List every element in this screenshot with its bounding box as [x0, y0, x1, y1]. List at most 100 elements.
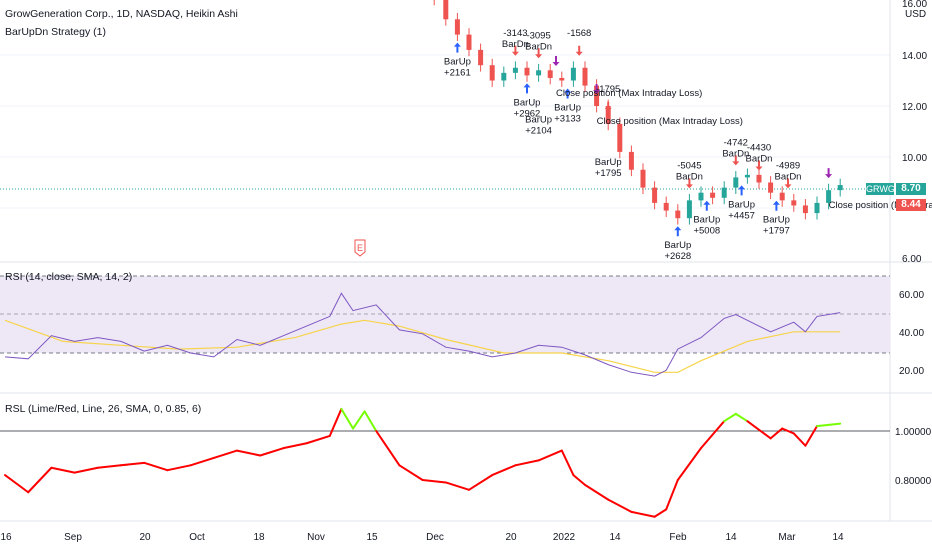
- annotation-label: BarUp: [525, 114, 552, 125]
- annotation-label: -3095: [526, 30, 550, 41]
- annotation-label: -5045: [677, 160, 701, 171]
- time-axis-label: Mar: [778, 532, 796, 543]
- annotation-label: BarUp: [554, 103, 581, 114]
- exit-arrow: [552, 55, 560, 66]
- rsl-segment: [363, 410, 378, 432]
- rsl-segment: [328, 407, 343, 437]
- rsl-segment: [792, 432, 807, 447]
- candle-body: [512, 67, 518, 73]
- entry-arrow: [772, 200, 780, 211]
- annotation-label: +3133: [554, 114, 581, 125]
- time-axis-label: 20: [505, 532, 517, 543]
- candle-body: [652, 187, 658, 203]
- exit-arrow: [535, 48, 543, 59]
- annotation-label: +4457: [728, 210, 755, 221]
- exit-arrow: [732, 155, 740, 166]
- rsl-segment: [444, 481, 470, 491]
- rsl-segment: [375, 430, 401, 467]
- time-axis-label: 14: [725, 532, 737, 543]
- annotation-label: -1795: [596, 84, 620, 95]
- annotation-label: BarDn: [775, 171, 802, 182]
- rsi-tick: 60.00: [899, 290, 924, 301]
- rsl-segment: [352, 410, 366, 430]
- rsl-legend[interactable]: RSL (Lime/Red, Line, 26, SMA, 0, 0.85, 6…: [5, 403, 202, 415]
- candle-body: [663, 202, 669, 211]
- candle-body: [443, 0, 449, 20]
- rsl-segment: [340, 407, 354, 430]
- entry-arrow: [674, 226, 682, 237]
- annotation-label: -4430: [747, 143, 771, 154]
- price-tick: 16.00: [902, 0, 927, 10]
- exit-arrow: [825, 168, 833, 179]
- annotation-label: +2161: [444, 68, 471, 79]
- price-tick: 6.00: [902, 254, 922, 265]
- strategy-legend[interactable]: BarUpDn Strategy (1): [5, 26, 106, 38]
- rsl-segment: [50, 466, 76, 474]
- rsl-segment: [734, 412, 749, 423]
- ticker-tag: GRWG: [866, 183, 895, 195]
- rsl-segment: [259, 447, 285, 457]
- earnings-marker[interactable]: E: [354, 239, 366, 257]
- rsl-segment: [27, 466, 53, 494]
- candlestick-series: [433, 0, 843, 225]
- exit-arrow: [593, 84, 601, 94]
- rsl-tick: 0.80000: [895, 476, 932, 487]
- rsl-segment: [96, 464, 122, 469]
- annotation-label: BarDn: [525, 41, 552, 52]
- exit-arrow: [511, 45, 519, 56]
- annotation-label: +1795: [595, 168, 622, 179]
- secondary-price-tag: 8.44: [896, 199, 926, 211]
- rsl-segment: [236, 449, 262, 457]
- candle-body: [570, 67, 576, 81]
- rsl-segment: [4, 474, 30, 494]
- rsl-segment: [676, 447, 702, 481]
- entry-arrow: [523, 83, 531, 94]
- symbol-legend[interactable]: GrowGeneration Corp., 1D, NASDAQ, Heikin…: [5, 8, 238, 20]
- candle-body: [733, 177, 739, 188]
- annotation-label: BarUp: [693, 215, 720, 226]
- rsl-segment: [700, 420, 726, 450]
- rsl-segment: [653, 508, 668, 518]
- candle-body: [547, 70, 553, 78]
- candle-body: [536, 70, 542, 76]
- rsl-segment: [189, 456, 215, 467]
- entry-arrow: [564, 88, 572, 99]
- rsl-segment: [665, 479, 679, 511]
- rsl-segment: [816, 422, 842, 428]
- exit-arrow: [784, 178, 792, 189]
- rsl-segment: [421, 479, 447, 484]
- candle-body: [710, 192, 716, 198]
- candle-body: [837, 185, 843, 191]
- rsl-segment: [781, 427, 795, 435]
- exit-arrow: [755, 160, 763, 171]
- candle-body: [617, 123, 623, 152]
- annotation-label: +2628: [664, 251, 691, 262]
- annotation-label: BarUp: [444, 57, 471, 68]
- candle-body: [826, 190, 832, 203]
- rsl-segment: [73, 466, 99, 474]
- time-axis-label: 20: [139, 532, 151, 543]
- rsl-segment: [572, 474, 586, 486]
- time-axis-label: 18: [253, 532, 265, 543]
- candle-body: [478, 49, 484, 66]
- rsl-segment: [584, 483, 610, 501]
- rsl-segment: [398, 464, 424, 481]
- rsl-segment: [514, 459, 540, 467]
- rsi-legend[interactable]: RSI (14, close, SMA, 14, 2): [5, 271, 133, 283]
- entry-arrow: [703, 200, 711, 211]
- candle-body: [501, 72, 507, 81]
- annotation-label: BarUp: [595, 157, 622, 168]
- annotation-label: -4742: [724, 137, 748, 148]
- trade-markers: [453, 42, 833, 237]
- rsl-segment: [143, 461, 169, 472]
- time-axis-label: Dec: [426, 532, 444, 543]
- rsl-segment: [166, 464, 192, 472]
- price-tick: 12.00: [902, 102, 927, 113]
- rsl-segment: [468, 474, 494, 491]
- rsi-line: [4, 292, 841, 377]
- rsl-segment: [804, 425, 818, 447]
- candle-body: [524, 67, 530, 76]
- annotation-label: Close position (Max Intraday Loss): [829, 200, 932, 211]
